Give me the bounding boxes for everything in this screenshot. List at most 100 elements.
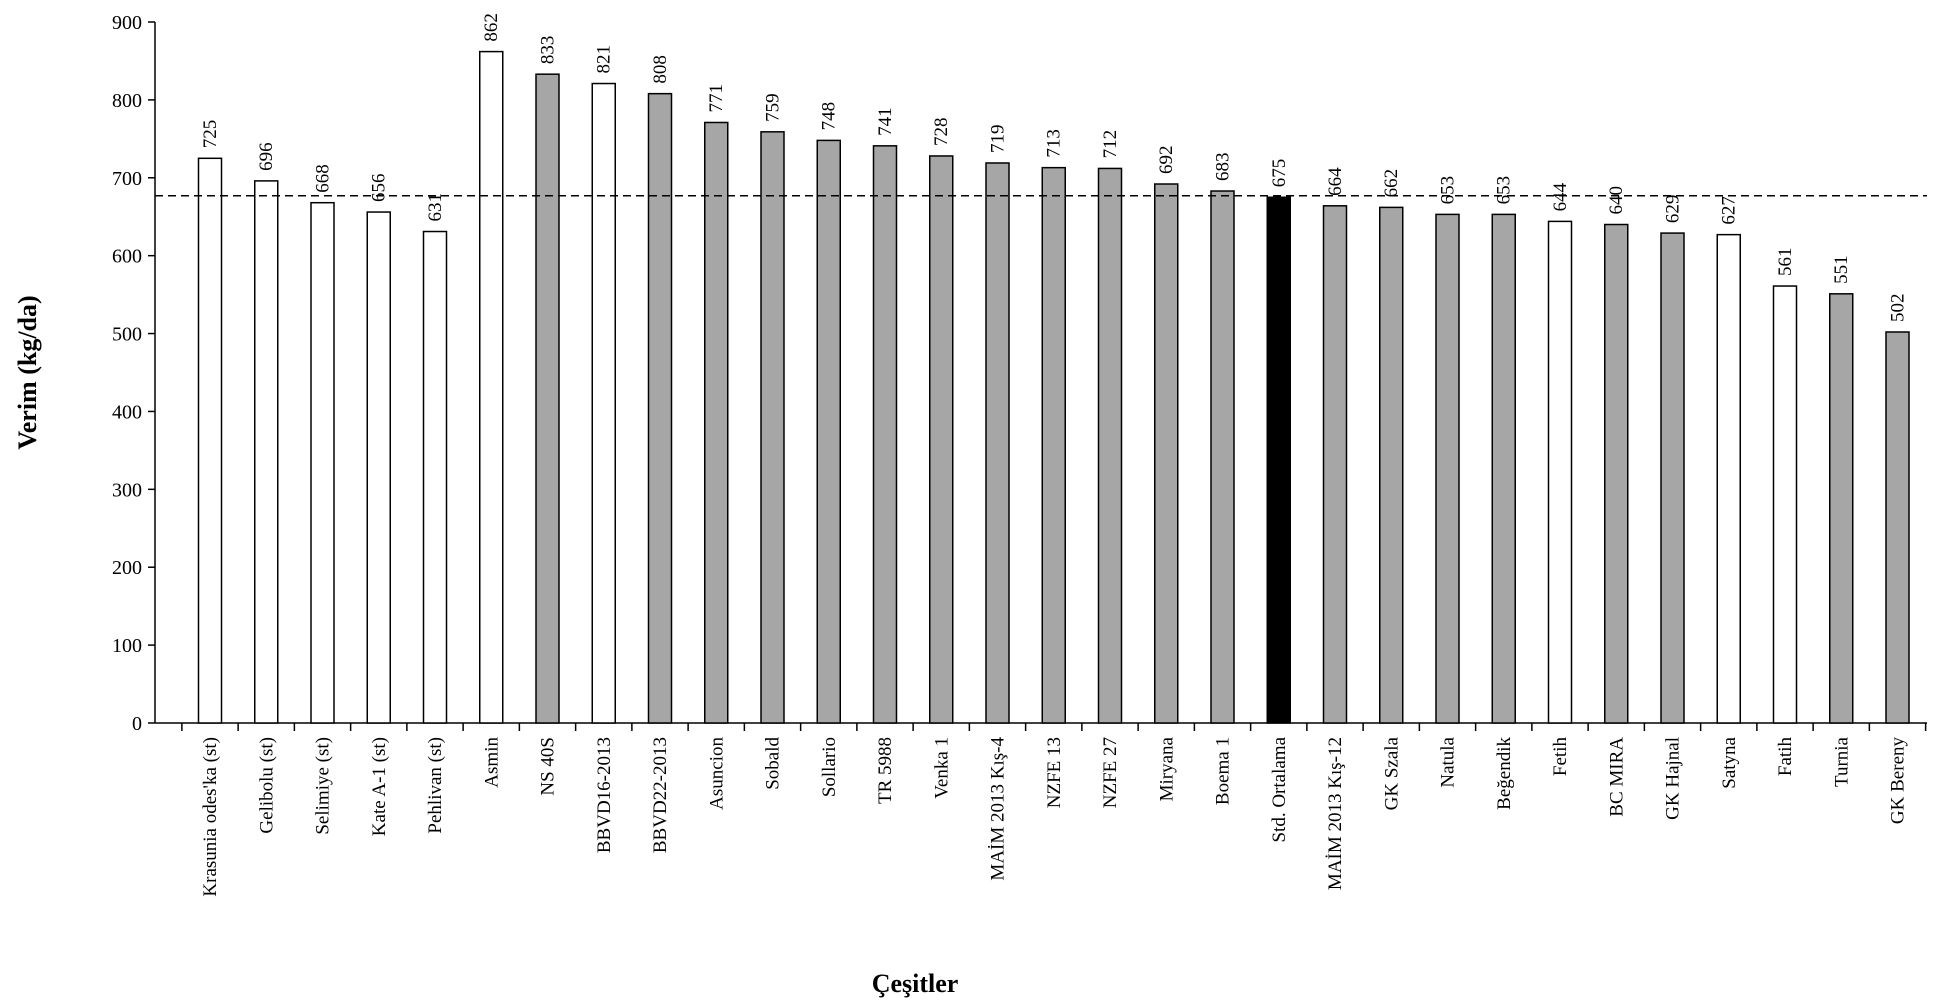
bar — [1266, 196, 1291, 724]
category-label: Fatih — [1775, 737, 1796, 777]
data-label: 741 — [875, 107, 896, 136]
category-label: Asuncion — [706, 737, 727, 810]
category-label: GK Szala — [1381, 736, 1402, 810]
bar — [310, 201, 335, 724]
bar — [422, 230, 448, 724]
bar — [1491, 213, 1516, 724]
data-label: 653 — [1438, 176, 1459, 205]
data-label: 748 — [819, 102, 840, 131]
category-label: MAİM 2013 Kış-4 — [988, 737, 1009, 881]
category-label: Sollario — [819, 737, 840, 797]
data-label: 662 — [1381, 169, 1402, 198]
category-label: Satyna — [1719, 736, 1740, 788]
y-tick-label: 800 — [112, 90, 142, 112]
category-label: NZFE 27 — [1100, 737, 1121, 808]
bar — [929, 155, 954, 724]
data-label: 692 — [1156, 146, 1177, 175]
y-tick-label: 200 — [112, 557, 142, 579]
bar — [1097, 167, 1123, 724]
data-label: 664 — [1325, 167, 1346, 196]
category-label: GK Hajnal — [1663, 737, 1684, 820]
data-label: 808 — [650, 55, 671, 84]
data-labels: 725 696 668 656 631 862 833 821 808 771 759 748 741 7… — [200, 13, 1909, 322]
bar — [1772, 285, 1798, 724]
category-label: Venka 1 — [931, 737, 952, 799]
data-label: 668 — [313, 164, 334, 193]
y-tick-label: 700 — [112, 168, 142, 190]
data-label: 862 — [481, 13, 502, 42]
data-label: 656 — [369, 174, 390, 203]
bar — [535, 73, 560, 724]
category-label: Selimiye (st) — [313, 737, 334, 835]
data-label: 629 — [1663, 195, 1684, 224]
category-label: Gelibolu (st) — [256, 737, 277, 834]
bar — [1660, 232, 1685, 724]
bar — [1154, 183, 1179, 724]
bar — [704, 121, 729, 724]
bar — [1041, 166, 1066, 724]
category-label: Pehlivan (st) — [425, 737, 446, 834]
category-label: Kate A-1 (st) — [369, 737, 390, 836]
bar — [816, 139, 841, 724]
bar — [1829, 293, 1854, 724]
category-label: Turnia — [1831, 736, 1852, 787]
bar — [1547, 220, 1573, 724]
bar — [197, 157, 223, 724]
data-label: 712 — [1100, 130, 1121, 159]
category-label: MAİM 2013 Kış-12 — [1325, 737, 1346, 890]
data-label: 719 — [988, 124, 1009, 153]
y-tick-label: 400 — [112, 401, 142, 423]
data-label: 675 — [1269, 159, 1290, 188]
data-label: 696 — [256, 142, 277, 171]
bar — [1210, 190, 1235, 724]
bar — [1885, 331, 1910, 724]
category-label: BC MIRA — [1606, 737, 1627, 817]
bar — [366, 211, 391, 724]
bar — [760, 131, 785, 724]
category-label: Std. Ortalama — [1269, 736, 1290, 842]
bar — [479, 50, 504, 724]
bar — [591, 82, 616, 724]
y-tick-label: 300 — [112, 479, 142, 501]
data-label: 644 — [1550, 182, 1571, 211]
bar — [254, 180, 279, 724]
category-label: NZFE 13 — [1044, 737, 1065, 808]
data-label: 725 — [200, 120, 221, 149]
bar — [1435, 213, 1460, 724]
y-axis-title: Verim (kg/da) — [13, 295, 42, 449]
bar — [1716, 233, 1741, 724]
x-axis-title: Çeşitler — [872, 969, 959, 998]
data-label: 759 — [763, 93, 784, 122]
y-tick-label: 900 — [112, 12, 142, 34]
data-label: 683 — [1213, 153, 1234, 182]
data-label: 631 — [425, 193, 446, 222]
category-label: Natula — [1438, 736, 1459, 787]
data-label: 561 — [1775, 248, 1796, 277]
axes — [154, 22, 1927, 724]
y-tick-label: 600 — [112, 246, 142, 268]
data-label: 821 — [594, 45, 615, 74]
category-label: Fetih — [1550, 737, 1571, 777]
category-label: Sobald — [763, 737, 784, 790]
category-label: GK Bereny — [1888, 737, 1909, 825]
data-label: 502 — [1888, 293, 1909, 322]
data-label: 653 — [1494, 176, 1515, 205]
data-label: 833 — [538, 36, 559, 65]
bar — [1604, 223, 1629, 724]
category-label: BBVD16-2013 — [594, 737, 615, 853]
category-label: Miryana — [1156, 736, 1177, 801]
bar — [1322, 205, 1348, 724]
bars — [197, 50, 1910, 724]
category-labels: Krasunia odes'ka (st) Gelibolu (st) Selimi… — [200, 736, 1909, 896]
data-label: 627 — [1719, 196, 1740, 225]
bar — [1379, 206, 1404, 724]
bar — [872, 145, 898, 724]
data-label: 728 — [931, 117, 952, 146]
data-label: 771 — [706, 84, 727, 113]
y-tick-label: 500 — [112, 324, 142, 346]
category-label: TR 5988 — [875, 737, 896, 804]
bar — [647, 92, 673, 724]
y-axis-ticks: 0 100 200 300 400 500 600 700 800 900 — [112, 12, 155, 735]
category-label: Krasunia odes'ka (st) — [200, 737, 221, 897]
